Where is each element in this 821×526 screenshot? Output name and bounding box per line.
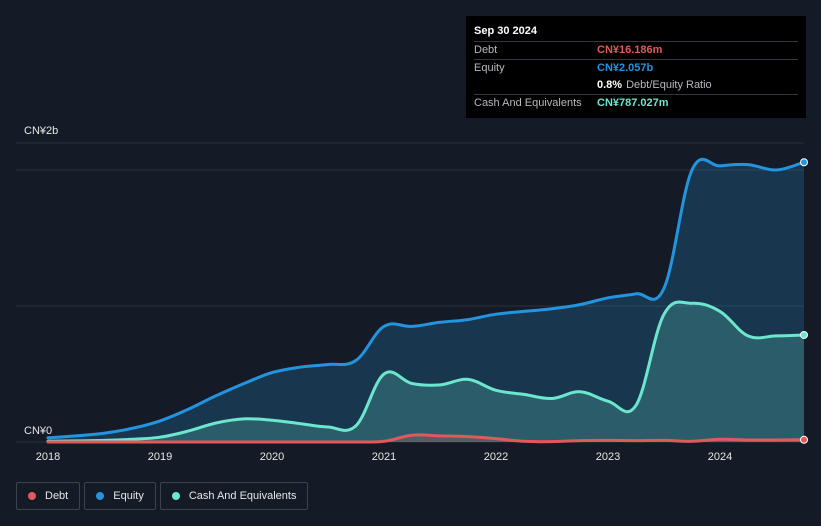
area-equity [48, 159, 804, 442]
legend-label-cash: Cash And Equivalents [188, 490, 297, 502]
tooltip-equity-label: Equity [474, 62, 505, 74]
tooltip-row-debt: Debt CN¥16.186m [474, 41, 798, 59]
cash-dot-icon [171, 492, 180, 500]
endpoint-equity [800, 158, 808, 167]
equity-dot-icon [96, 492, 105, 500]
legend: Debt Equity Cash And Equivalents [16, 482, 312, 510]
tooltip-row-ratio: 0.8% Debt/Equity Ratio [474, 77, 798, 94]
tooltip-debt-label: Debt [474, 44, 498, 56]
area-debt [48, 434, 804, 443]
tooltip-ratio-value: 0.8% [597, 79, 623, 91]
legend-item-cash[interactable]: Cash And Equivalents [159, 482, 309, 510]
tooltip-row-cash: Cash And Equivalents CN¥787.027m [474, 94, 798, 112]
tooltip-cash-value: CN¥787.027m [597, 97, 669, 109]
tooltip-ratio-label: Debt/Equity Ratio [626, 79, 712, 91]
endpoint-cash-and-equivalents [800, 330, 808, 339]
legend-item-debt[interactable]: Debt [16, 482, 81, 510]
tooltip-debt-value: CN¥16.186m [597, 44, 663, 56]
series-line-cash-and-equivalents [46, 300, 806, 443]
series-line-debt [46, 433, 806, 444]
tooltip-cash-label: Cash And Equivalents [474, 97, 582, 109]
legend-item-equity[interactable]: Equity [84, 482, 156, 510]
x-tick-label: 2023 [595, 451, 621, 463]
tooltip-equity-value: CN¥2.057b [597, 62, 654, 74]
x-tick-label: 2024 [707, 451, 733, 463]
legend-label-debt: Debt [45, 490, 69, 502]
x-tick-label: 2019 [147, 451, 173, 463]
legend-label-equity: Equity [113, 490, 144, 502]
debt-dot-icon [28, 492, 36, 500]
series-line-equity [46, 157, 806, 440]
endpoint-debt [800, 435, 808, 444]
area-cash-and-equivalents [48, 301, 804, 442]
y-tick-label-max: CN¥2b [24, 125, 59, 137]
x-tick-label: 2018 [35, 451, 61, 463]
x-tick-label: 2022 [483, 451, 509, 463]
tooltip-date: Sep 30 2024 [474, 25, 537, 37]
y-tick-label-zero: CN¥0 [24, 425, 53, 437]
x-tick-label: 2021 [371, 451, 397, 463]
x-tick-label: 2020 [259, 451, 285, 463]
data-tooltip: Sep 30 2024 Debt CN¥16.186m Equity CN¥2.… [466, 16, 806, 118]
tooltip-row-equity: Equity CN¥2.057b [474, 59, 798, 77]
